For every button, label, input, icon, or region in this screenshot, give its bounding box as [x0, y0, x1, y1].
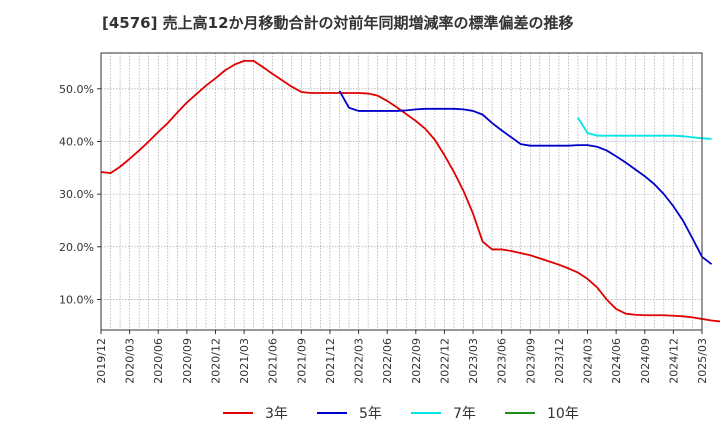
legend-label-10年: 10年	[547, 406, 579, 422]
y-tick-label: 20.0%	[59, 241, 94, 254]
plot-frame	[100, 52, 703, 331]
x-tick-label: 2020/09	[181, 338, 194, 384]
x-tick-label: 2019/12	[95, 338, 108, 384]
x-tick-label: 2023/09	[524, 338, 537, 384]
x-tick-label: 2023/06	[496, 338, 509, 384]
y-tick-label: 40.0%	[59, 135, 94, 148]
y-tick-label: 50.0%	[59, 83, 94, 96]
legend-label-5年: 5年	[359, 406, 382, 422]
x-tick-label: 2020/12	[209, 338, 222, 384]
series-line-3年	[100, 60, 720, 323]
x-tick-label: 2021/06	[267, 338, 280, 384]
x-tick-label: 2024/06	[610, 338, 623, 384]
x-tick-label: 2020/06	[152, 338, 165, 384]
x-tick-label: 2021/12	[324, 338, 337, 384]
x-tick-label: 2024/09	[639, 338, 652, 384]
legend-label-3年: 3年	[265, 406, 288, 422]
x-tick-label: 2023/12	[553, 338, 566, 384]
y-tick-label: 10.0%	[59, 293, 94, 306]
x-tick-label: 2024/12	[667, 338, 680, 384]
x-tick-label: 2024/03	[582, 338, 595, 384]
plot-area	[100, 52, 703, 331]
x-tick-label: 2022/12	[438, 338, 451, 384]
x-tick-label: 2021/09	[295, 338, 308, 384]
x-tick-label: 2022/09	[410, 338, 423, 384]
y-tick-label: 30.0%	[59, 188, 94, 201]
x-tick-label: 2021/03	[238, 338, 251, 384]
legend: 3年 5年 7年 10年	[223, 406, 579, 422]
x-tick-label: 2022/06	[381, 338, 394, 384]
legend-label-7年: 7年	[453, 406, 476, 422]
x-tick-label: 2025/03	[696, 338, 709, 384]
chart-title: [4576] 売上高12か月移動合計の対前年同期増減率の標準偏差の推移	[102, 14, 574, 32]
x-tick-label: 2023/03	[467, 338, 480, 384]
series-line-7年	[577, 117, 712, 140]
grid-lines	[101, 53, 702, 330]
x-tick-label: 2020/03	[124, 338, 137, 384]
x-tick-label: 2022/03	[353, 338, 366, 384]
series-line-5年	[338, 90, 713, 265]
